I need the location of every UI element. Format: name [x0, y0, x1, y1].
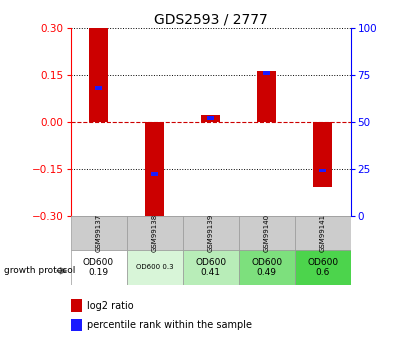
Bar [127, 250, 183, 285]
Bar [71, 216, 127, 250]
Bar [239, 250, 295, 285]
Bar [71, 299, 82, 312]
Bar [295, 216, 351, 250]
Bar [183, 216, 239, 250]
Text: GSM99140: GSM99140 [264, 214, 270, 252]
Bar [145, 121, 164, 217]
Bar [127, 216, 183, 250]
Bar [295, 250, 351, 285]
Text: GSM99139: GSM99139 [208, 214, 214, 252]
Text: OD600
0.19: OD600 0.19 [83, 258, 114, 277]
Bar [151, 172, 158, 176]
Text: OD600 0.3: OD600 0.3 [136, 264, 173, 270]
Bar [313, 121, 332, 187]
Title: GDS2593 / 2777: GDS2593 / 2777 [154, 12, 268, 27]
Bar [257, 71, 276, 121]
Bar [239, 216, 295, 250]
Bar [183, 250, 239, 285]
Text: GSM99138: GSM99138 [152, 214, 158, 252]
Bar [71, 250, 127, 285]
Text: OD600
0.49: OD600 0.49 [251, 258, 282, 277]
Bar [89, 28, 108, 121]
Bar [71, 319, 82, 331]
Text: growth protocol: growth protocol [4, 266, 75, 275]
Text: percentile rank within the sample: percentile rank within the sample [87, 320, 252, 330]
Text: GSM99137: GSM99137 [96, 214, 102, 252]
Bar [319, 169, 326, 172]
Bar [201, 115, 220, 121]
Bar [95, 86, 102, 90]
Text: GSM99141: GSM99141 [320, 214, 326, 252]
Bar [263, 71, 270, 75]
Text: OD600
0.41: OD600 0.41 [195, 258, 226, 277]
Text: log2 ratio: log2 ratio [87, 301, 134, 311]
Text: OD600
0.6: OD600 0.6 [307, 258, 338, 277]
Bar [207, 116, 214, 120]
